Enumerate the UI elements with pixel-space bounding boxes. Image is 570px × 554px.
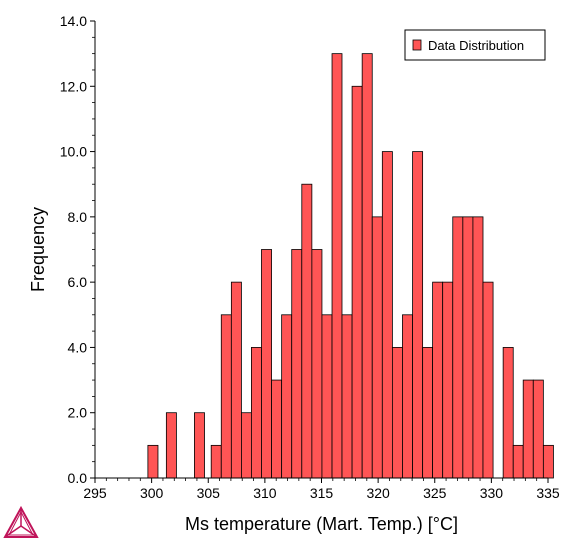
y-tick-label: 10.0 [60,144,87,160]
histogram-bar [291,249,303,479]
histogram-bar [452,216,464,479]
histogram-bar [241,412,252,479]
y-tick-label: 6.0 [68,274,88,290]
histogram-bar [432,281,444,479]
x-tick-label: 335 [536,485,560,501]
histogram-bar [381,151,393,479]
x-tick-label: 315 [310,485,334,501]
histogram-bar [402,314,413,479]
histogram-bar [542,444,554,479]
histogram-bar [472,216,484,479]
histogram-bar [371,216,383,479]
y-tick-label: 8.0 [68,209,88,225]
y-tick-label: 14.0 [60,13,87,29]
histogram-bar [321,314,333,479]
histogram-bar [281,314,293,479]
histogram-bar [532,379,544,479]
histogram-bar [422,347,434,479]
legend-label: Data Distribution [428,38,524,53]
histogram-bar [522,379,534,479]
histogram-bar [311,249,323,479]
histogram-bar [391,347,403,479]
y-tick-label: 0.0 [68,470,88,486]
x-tick-label: 295 [83,485,107,501]
histogram-bar [271,379,283,479]
x-tick-label: 310 [253,485,277,501]
histogram-bar [412,151,424,479]
axes-group: 295 300 305 310 315 320 325 330 335 0.0 2.0 4.0 6.0 8… [60,13,560,501]
histogram-bar [512,444,524,479]
legend-box [404,29,546,61]
histogram-bar [482,281,494,479]
histogram-bar [331,53,343,479]
histogram-bar [220,314,232,479]
x-axis-title: Ms temperature (Mart. Temp.) [°C] [185,514,458,534]
histogram-bar [147,444,159,479]
legend: Data Distribution [404,29,546,61]
histogram-bar [210,444,222,479]
y-tick-label: 2.0 [68,405,88,421]
x-tick-label: 320 [366,485,390,501]
histogram-bar [442,281,454,479]
triangle-logo-icon [3,505,39,538]
y-axis-title: Frequency [28,207,48,292]
histogram-bar [351,85,363,479]
histogram-bar [194,412,205,479]
x-tick-label: 305 [197,485,221,501]
histogram-bar [230,281,242,479]
y-tick-label: 4.0 [68,339,88,355]
x-tick-label: 300 [140,485,164,501]
histogram-bar [502,347,514,479]
histogram-bar [165,412,177,479]
x-tick-label: 325 [423,485,447,501]
histogram-bar [341,314,353,479]
histogram-bar [462,216,474,479]
legend-swatch [412,39,422,51]
histogram-bar [361,53,373,479]
histogram-bar [250,347,262,479]
histogram-bar [301,183,313,479]
histogram-bar [261,249,272,479]
x-tick-label: 330 [480,485,504,501]
y-tick-label: 12.0 [60,78,87,94]
